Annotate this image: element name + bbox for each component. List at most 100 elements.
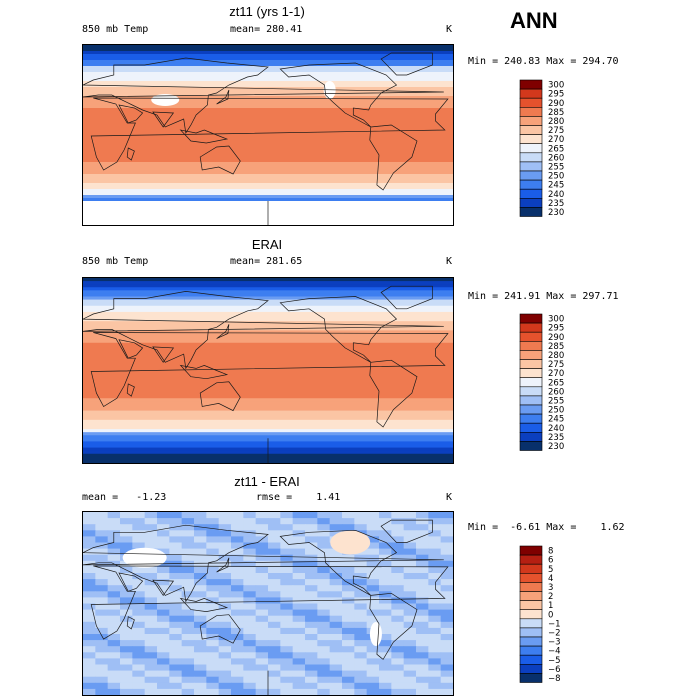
- colorbar-model-tick-label: 275: [548, 126, 564, 136]
- colorbar-model-tick-label: 300: [548, 81, 564, 91]
- colorbar-model-swatch: [519, 134, 543, 144]
- map-diff-field: [83, 512, 453, 695]
- colorbar-obs-swatch: [519, 313, 543, 324]
- colorbar-diff-swatch: [519, 654, 543, 665]
- coastline: [380, 52, 433, 76]
- colorbar-diff-tick-label: 8: [548, 547, 553, 557]
- colorbar-model-swatch: [519, 88, 543, 99]
- colorbar-diff-swatch: [519, 627, 543, 638]
- colorbar-diff-tick-label: 0: [548, 610, 553, 620]
- coastline: [118, 104, 144, 124]
- colorbar-model-tick-label: 260: [548, 153, 564, 163]
- coastline: [90, 565, 449, 640]
- colorbar-diff-tick-label: −4: [548, 647, 561, 657]
- map-obs-field: [83, 278, 453, 463]
- colorbar-diff-swatch: [519, 554, 543, 565]
- panel-title-diff: zt11 - ERAI: [234, 474, 300, 489]
- colorbar-model-tick-label: 295: [548, 90, 564, 100]
- colorbar-model-tick-label: 230: [548, 208, 564, 218]
- colorbar-model-swatch: [519, 143, 543, 154]
- map0-coastlines: [83, 52, 449, 225]
- coastline: [216, 89, 230, 105]
- colorbar-diff-tick-label: 1: [548, 601, 553, 611]
- colorbar-model-tick-label: 250: [548, 172, 564, 182]
- minmax-obs: Min = 241.91 Max = 297.71: [468, 291, 619, 302]
- colorbar-model-tick-label: 290: [548, 99, 564, 109]
- colorbar-diff-tick-label: −2: [548, 629, 561, 639]
- minmax-diff: Min = -6.61 Max = 1.62: [468, 522, 625, 533]
- colorbar-diff-tick-label: −1: [548, 619, 561, 629]
- colorbar-diff-swatch: [519, 582, 543, 592]
- colorbar-model-tick-label: 265: [548, 144, 564, 154]
- panel-left-label-model: 850 mb Temp: [82, 24, 149, 35]
- colorbar-diff-tick-label: −6: [548, 665, 561, 675]
- colorbar-obs-tick-label: 280: [548, 351, 564, 361]
- colorbar-obs-tick-label: 295: [548, 324, 564, 334]
- coastline: [279, 529, 398, 596]
- colorbar-obs-swatch: [519, 322, 543, 333]
- coastline: [369, 124, 418, 191]
- colorbar-diff-tick-label: −5: [548, 656, 561, 666]
- colorbar-diff-swatch: [519, 618, 543, 629]
- colorbar-obs-tick-label: 275: [548, 360, 564, 370]
- colorbar-obs-swatch: [519, 368, 543, 378]
- coastline: [279, 62, 398, 128]
- colorbar-model-swatch: [519, 207, 543, 217]
- colorbar-obs-swatch: [519, 331, 543, 342]
- colorbar-model-swatch: [519, 170, 543, 181]
- colorbar-diff-tick-label: 6: [548, 556, 553, 566]
- colorbar-model-swatch: [519, 188, 543, 199]
- panel-left-label-obs: 850 mb Temp: [82, 256, 149, 267]
- coastline: [179, 597, 229, 612]
- panel-units-diff: K: [446, 492, 453, 503]
- colorbar-obs-swatch: [519, 422, 543, 433]
- colorbar-model-swatch: [519, 152, 543, 163]
- map-model-field: [83, 45, 453, 225]
- colorbar-diff-swatch: [519, 636, 543, 647]
- coastline: [118, 572, 144, 592]
- colorbar-obs-swatch: [519, 340, 543, 351]
- colorbar-model-tick-label: 270: [548, 135, 564, 145]
- panel-title-obs: ERAI: [251, 237, 283, 252]
- coastline: [126, 383, 135, 397]
- colorbar-obs-swatch: [519, 432, 543, 442]
- colorbar-diff-tick-label: 2: [548, 592, 553, 602]
- map-diff: [82, 511, 454, 696]
- coastline: [152, 111, 175, 128]
- season-title: ANN: [510, 8, 558, 33]
- colorbar-obs-swatch: [519, 377, 543, 388]
- minmax-model: Min = 240.83 Max = 294.70: [468, 56, 619, 67]
- coastline: [279, 296, 398, 363]
- colorbar-model-tick-label: 285: [548, 108, 564, 118]
- colorbar-obs-swatch: [519, 413, 543, 424]
- colorbar-obs-tick-label: 240: [548, 424, 564, 434]
- colorbar-model-swatch: [519, 198, 543, 208]
- colorbar-obs-tick-label: 300: [548, 315, 564, 325]
- colorbar-model-swatch: [519, 179, 543, 190]
- colorbar-model-swatch: [519, 106, 543, 117]
- colorbar-diff-swatch: [519, 563, 543, 574]
- colorbar-diff-swatch: [519, 591, 543, 601]
- map-model: [82, 44, 454, 226]
- colorbar-diff-swatch: [519, 572, 543, 583]
- colorbar-model-swatch: [519, 125, 543, 135]
- colorbar-diff-swatch: [519, 664, 543, 674]
- colorbar-model-swatch: [519, 79, 543, 90]
- colorbar-obs-tick-label: 245: [548, 415, 564, 425]
- coastline: [90, 97, 449, 171]
- colorbar-diff-swatch: [519, 609, 543, 620]
- colorbar-diff-tick-label: −3: [548, 638, 561, 648]
- coastline: [199, 614, 241, 644]
- colorbar-obs-swatch: [519, 441, 543, 451]
- map2-coastlines: [83, 519, 449, 695]
- colorbar-obs-swatch: [519, 386, 543, 397]
- coastline: [152, 346, 175, 363]
- coastline: [380, 519, 433, 543]
- colorbar-obs-tick-label: 285: [548, 342, 564, 352]
- colorbar-obs-swatch: [519, 404, 543, 415]
- colorbar-model-swatch: [519, 161, 543, 172]
- panel-center-label-diff: rmse = 1.41: [256, 492, 341, 503]
- colorbar-model-tick-label: 245: [548, 181, 564, 191]
- colorbar-diff-swatch: [519, 545, 543, 556]
